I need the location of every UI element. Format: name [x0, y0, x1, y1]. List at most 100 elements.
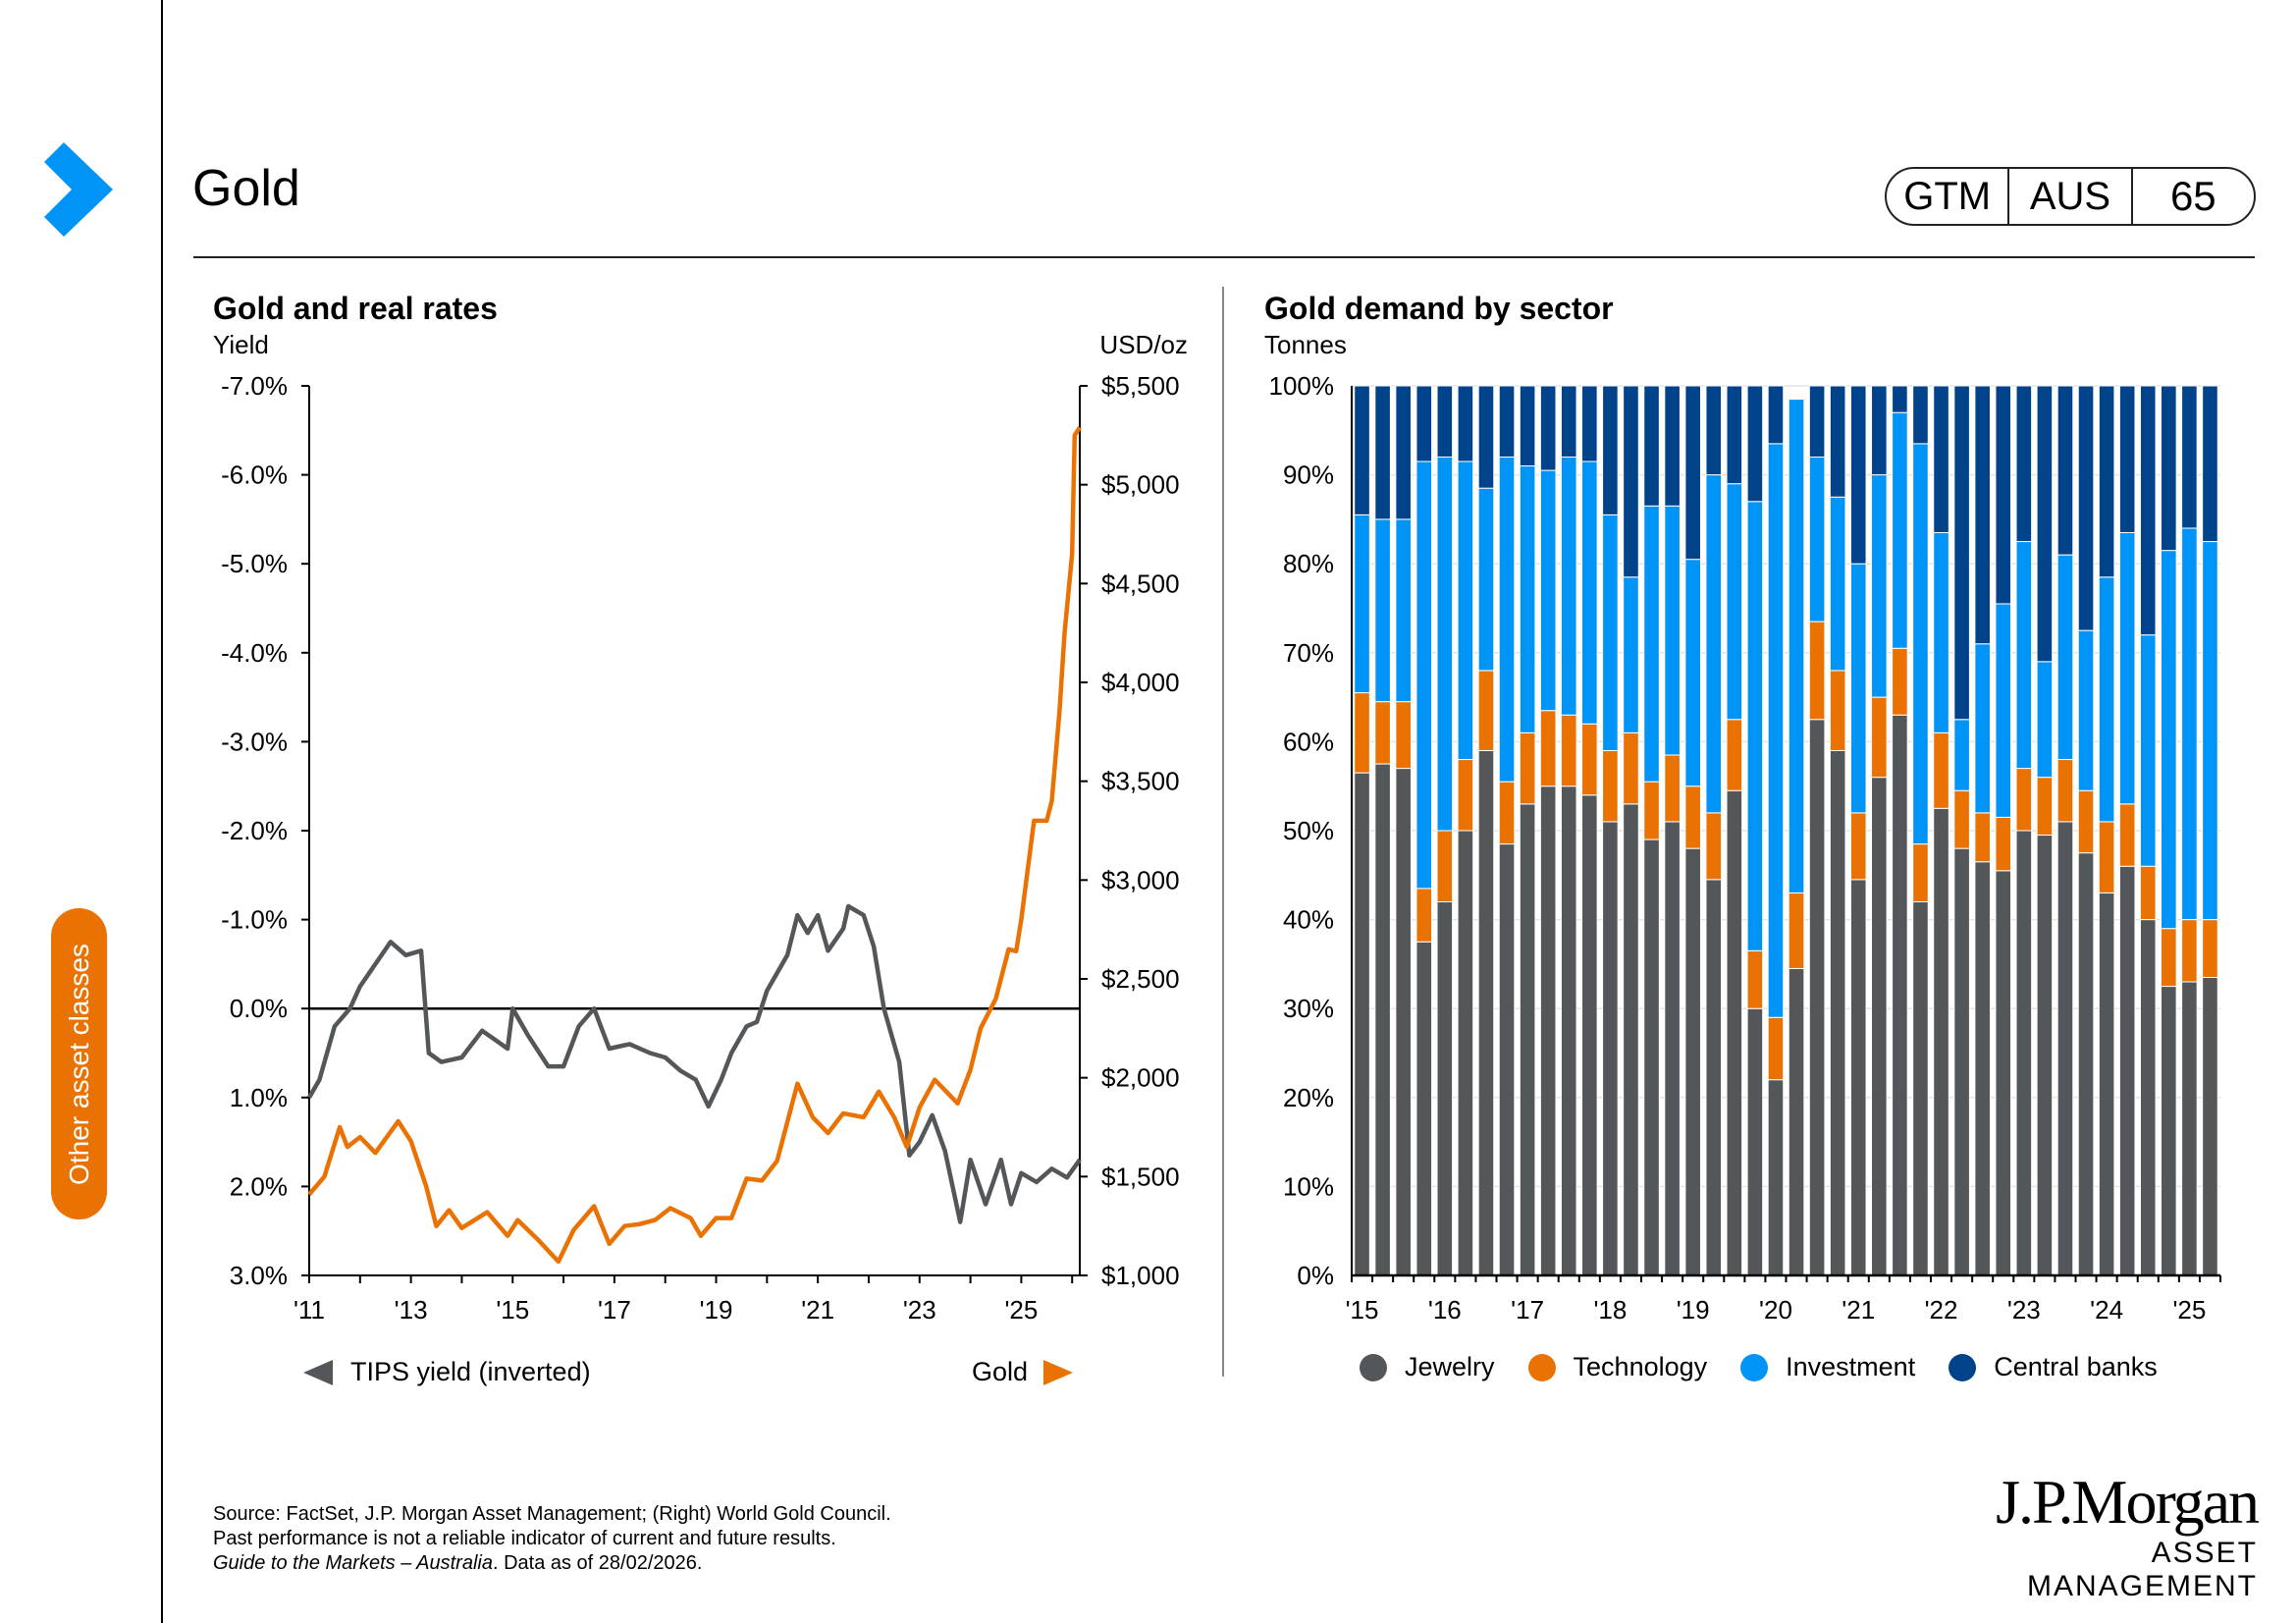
- bar-technology-2Q20: [1788, 892, 1805, 969]
- footer-notes: Source: FactSet, J.P. Morgan Asset Manag…: [213, 1502, 891, 1576]
- bar-central-banks-2Q15: [1374, 385, 1391, 520]
- bar-jewelry-4Q18: [1664, 821, 1681, 1276]
- bar-central-banks-2Q17: [1539, 385, 1557, 471]
- bar-jewelry-4Q23: [2077, 852, 2095, 1276]
- bar-jewelry-2Q16: [1457, 830, 1474, 1276]
- bar-central-banks-2Q22: [1953, 385, 1970, 721]
- y-tick-label: 20%: [1283, 1083, 1334, 1112]
- bar-investment-4Q15: [1415, 460, 1433, 890]
- bar-investment-1Q19: [1684, 559, 1701, 787]
- bar-investment-1Q16: [1436, 456, 1454, 832]
- chevron-right-icon[interactable]: [39, 137, 128, 241]
- y-tick-label: 0.0%: [230, 994, 288, 1023]
- bar-jewelry-1Q20: [1767, 1079, 1785, 1276]
- bar-jewelry-4Q17: [1581, 794, 1598, 1276]
- y-tick-label: 0%: [1297, 1261, 1334, 1290]
- bar-investment-3Q23: [2056, 554, 2074, 761]
- bar-investment-4Q16: [1498, 456, 1516, 783]
- bar-technology-4Q17: [1581, 723, 1598, 796]
- bar-investment-2Q24: [2118, 531, 2136, 805]
- legend-label: Investment: [1786, 1352, 1916, 1381]
- bar-jewelry-1Q19: [1684, 847, 1701, 1276]
- y-tick-label: 2.0%: [230, 1171, 288, 1201]
- bar-central-banks-1Q19: [1684, 385, 1701, 561]
- x-tick-label: '17: [1511, 1295, 1544, 1325]
- tips-yield-line: [307, 903, 1082, 1224]
- bar-technology-4Q24: [2161, 928, 2177, 988]
- page-badge: GTM AUS 65: [1885, 167, 2256, 226]
- bar-investment-3Q24: [2139, 634, 2157, 867]
- bar-jewelry-2Q20: [1788, 967, 1805, 1276]
- bar-investment-3Q21: [1892, 411, 1908, 649]
- bar-technology-1Q21: [1849, 812, 1867, 881]
- bar-jewelry-3Q20: [1808, 719, 1826, 1276]
- legend-dot-icon: [1949, 1353, 1977, 1381]
- bar-technology-1Q16: [1436, 830, 1454, 902]
- bar-investment-2Q19: [1705, 474, 1723, 814]
- bar-central-banks-2Q21: [1871, 385, 1888, 476]
- bar-central-banks-1Q24: [2098, 385, 2115, 578]
- bar-investment-2Q23: [2036, 661, 2054, 779]
- bar-central-banks-2Q23: [2036, 385, 2054, 663]
- footer-source: Source: FactSet, J.P. Morgan Asset Manag…: [213, 1503, 891, 1525]
- bar-investment-1Q21: [1849, 563, 1867, 814]
- bar-central-banks-3Q23: [2056, 385, 2074, 556]
- y-tick-label: -4.0%: [221, 638, 288, 668]
- bar-jewelry-3Q21: [1892, 714, 1908, 1276]
- bar-jewelry-3Q15: [1395, 768, 1412, 1276]
- x-tick-label: '25: [1004, 1295, 1038, 1325]
- bar-investment-4Q18: [1664, 505, 1681, 756]
- bar-jewelry-2Q21: [1871, 777, 1888, 1276]
- left-chart-ylabel: Yield: [213, 330, 269, 359]
- badge-guide: GTM: [1903, 174, 1992, 218]
- bar-jewelry-2Q25: [2202, 976, 2218, 1276]
- bar-investment-4Q17: [1581, 460, 1598, 725]
- bar-technology-1Q15: [1354, 692, 1370, 774]
- bar-investment-3Q18: [1643, 505, 1660, 783]
- bar-central-banks-4Q24: [2161, 385, 2177, 552]
- bar-technology-3Q20: [1808, 621, 1826, 721]
- bar-technology-2Q22: [1953, 789, 1970, 849]
- section-tab-other-asset-classes[interactable]: Other asset classes: [51, 908, 107, 1219]
- bar-investment-3Q17: [1560, 456, 1577, 716]
- bar-investment-1Q24: [2098, 576, 2115, 823]
- bar-jewelry-2Q15: [1374, 763, 1391, 1276]
- legend-label: Jewelry: [1405, 1352, 1495, 1381]
- bar-central-banks-1Q17: [1519, 385, 1536, 467]
- bar-central-banks-2Q24: [2118, 385, 2136, 533]
- legend-gold-label: Gold: [972, 1357, 1029, 1386]
- bar-jewelry-3Q23: [2056, 821, 2074, 1276]
- triangle-right-icon: [1043, 1359, 1074, 1385]
- bar-technology-4Q15: [1415, 888, 1433, 943]
- y2-tick-label: $1,000: [1101, 1261, 1180, 1290]
- x-tick-label: '13: [395, 1295, 428, 1325]
- bar-central-banks-4Q15: [1415, 385, 1433, 462]
- bar-central-banks-1Q22: [1933, 385, 1949, 533]
- bar-technology-4Q21: [1912, 843, 1929, 902]
- bar-central-banks-1Q15: [1354, 385, 1370, 515]
- left-chart-y2label: USD/oz: [1099, 330, 1188, 359]
- y-tick-label: -3.0%: [221, 727, 288, 756]
- y-tick-label: 40%: [1283, 905, 1334, 935]
- bar-technology-1Q20: [1767, 1016, 1785, 1081]
- x-tick-label: '19: [700, 1295, 733, 1325]
- bar-jewelry-1Q16: [1436, 900, 1454, 1276]
- bar-investment-2Q20: [1788, 399, 1805, 893]
- bar-investment-4Q24: [2161, 550, 2177, 930]
- gold-price-line: [307, 426, 1082, 1265]
- bar-central-banks-1Q20: [1767, 385, 1785, 445]
- bar-central-banks-4Q17: [1581, 385, 1598, 462]
- bar-technology-4Q22: [1995, 816, 2012, 872]
- x-tick-label: '24: [2090, 1295, 2123, 1325]
- bar-technology-3Q18: [1643, 781, 1660, 840]
- y-tick-label: 100%: [1269, 371, 1335, 401]
- bar-technology-2Q16: [1457, 759, 1474, 832]
- bar-jewelry-4Q15: [1415, 941, 1433, 1276]
- bar-jewelry-1Q23: [2015, 830, 2033, 1276]
- bar-investment-4Q23: [2077, 629, 2095, 791]
- bar-central-banks-4Q16: [1498, 385, 1516, 458]
- y-tick-label: 60%: [1283, 727, 1334, 756]
- legend-gold: Gold: [972, 1357, 1075, 1387]
- bar-jewelry-3Q22: [1974, 861, 1991, 1276]
- legend-label: Technology: [1573, 1352, 1708, 1381]
